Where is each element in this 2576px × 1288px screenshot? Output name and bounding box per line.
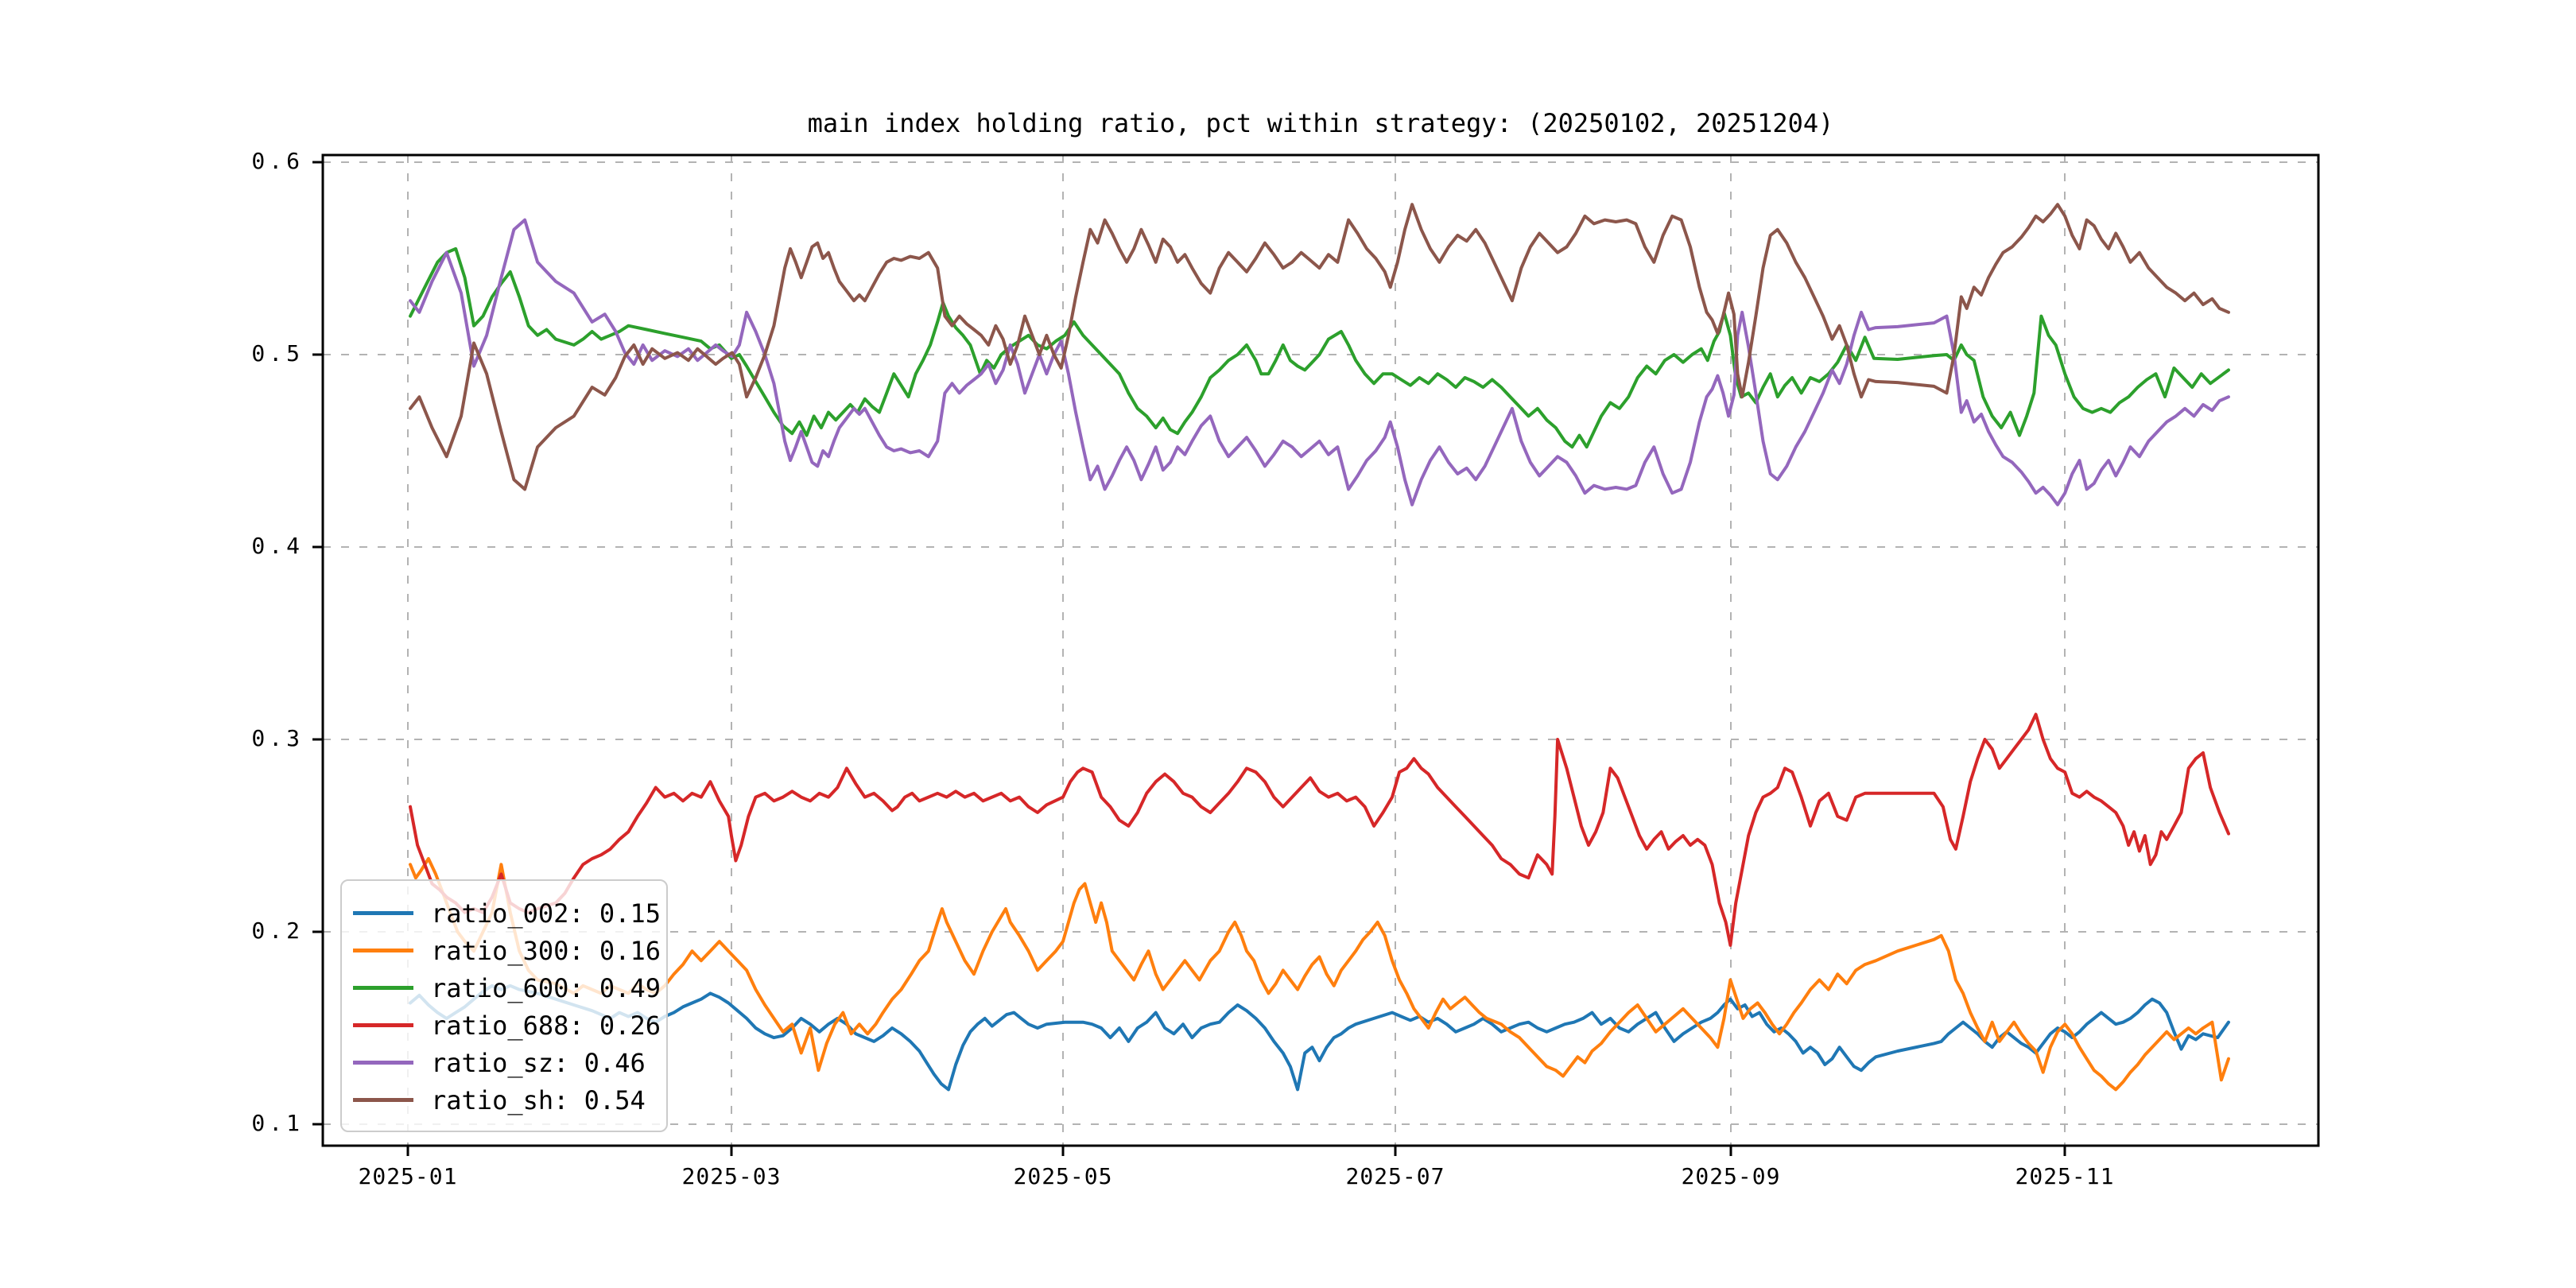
plot-border bbox=[321, 153, 2320, 1147]
axis-ticks bbox=[312, 161, 2066, 1156]
series-line-ratio_sh bbox=[409, 203, 2230, 491]
x-tick-label: 2025-05 bbox=[1013, 1163, 1112, 1189]
legend-item-ratio-sh: ratio_sh: 0.54 bbox=[353, 1081, 666, 1119]
legend-item-ratio-300: ratio_300: 0.16 bbox=[353, 932, 666, 969]
legend-label: ratio_sz: 0.46 bbox=[431, 1047, 646, 1078]
legend-label: ratio_300: 0.16 bbox=[431, 935, 661, 966]
series-line-ratio_sz bbox=[409, 218, 2230, 506]
x-tick-label: 2025-01 bbox=[358, 1163, 457, 1189]
y-tick-label: 0.5 bbox=[251, 340, 304, 367]
legend-swatch-ratio-sz bbox=[353, 1061, 413, 1065]
series-line-ratio_002 bbox=[409, 983, 2230, 1092]
series-line-ratio_600 bbox=[409, 246, 2230, 449]
x-tick-label: 2025-11 bbox=[2015, 1163, 2114, 1189]
axes-spines bbox=[321, 153, 2320, 1147]
y-tick-label: 0.1 bbox=[251, 1110, 304, 1136]
y-tick-label: 0.2 bbox=[251, 918, 304, 944]
series-line-ratio_688 bbox=[409, 712, 2230, 947]
legend-label: ratio_688: 0.26 bbox=[431, 1010, 661, 1041]
legend-swatch-ratio-688 bbox=[353, 1023, 413, 1027]
series-lines bbox=[409, 203, 2230, 1092]
x-tick-label: 2025-07 bbox=[1345, 1163, 1445, 1189]
y-tick-label: 0.6 bbox=[251, 148, 304, 174]
legend-swatch-ratio-002 bbox=[353, 911, 413, 915]
chart-title: main index holding ratio, pct within str… bbox=[807, 108, 1834, 138]
legend-swatch-ratio-600 bbox=[353, 986, 413, 990]
legend-label: ratio_002: 0.15 bbox=[431, 898, 661, 929]
legend-swatch-ratio-300 bbox=[353, 949, 413, 952]
legend-item-ratio-688: ratio_688: 0.26 bbox=[353, 1007, 666, 1044]
legend-label: ratio_sh: 0.54 bbox=[431, 1084, 646, 1115]
legend-item-ratio-600: ratio_600: 0.49 bbox=[353, 969, 666, 1007]
x-tick-label: 2025-09 bbox=[1681, 1163, 1780, 1189]
axis-tick-labels: 0.1 0.2 0.3 0.4 0.5 0.6 2025-01 2025-03 2025-05 2… bbox=[251, 148, 2114, 1189]
y-tick-label: 0.3 bbox=[251, 725, 304, 751]
legend: ratio_002: 0.15 ratio_300: 0.16 ratio_60… bbox=[340, 879, 668, 1132]
series-line-ratio_300 bbox=[409, 857, 2230, 1092]
y-tick-label: 0.4 bbox=[251, 533, 304, 559]
legend-label: ratio_600: 0.49 bbox=[431, 972, 661, 1003]
legend-item-ratio-sz: ratio_sz: 0.46 bbox=[353, 1044, 666, 1081]
legend-item-ratio-002: ratio_002: 0.15 bbox=[353, 894, 666, 932]
x-tick-label: 2025-03 bbox=[681, 1163, 781, 1189]
legend-swatch-ratio-sh bbox=[353, 1098, 413, 1102]
